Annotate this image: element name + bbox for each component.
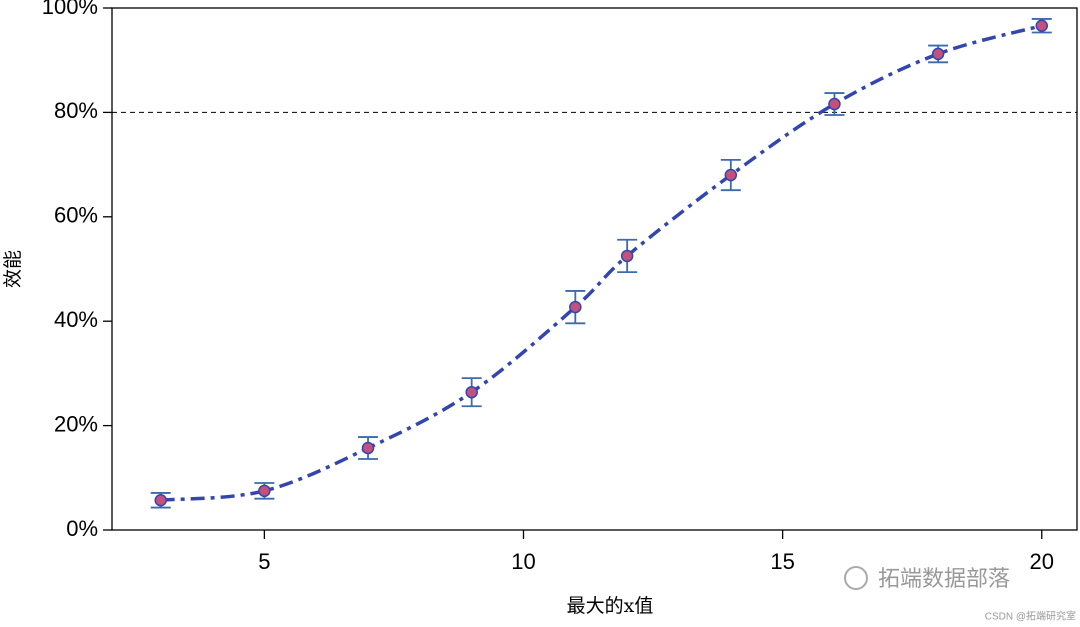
data-point (828, 97, 841, 111)
x-tick-label: 20 (1030, 549, 1054, 574)
y-tick-label: 20% (54, 411, 98, 436)
plot-frame (111, 7, 1078, 531)
y-tick-label: 40% (54, 307, 98, 332)
data-point (620, 249, 634, 263)
x-tick-label: 10 (511, 549, 535, 574)
y-axis-label: 效能 (2, 250, 24, 288)
x-tick-label: 15 (770, 549, 794, 574)
watermark-icon (844, 566, 868, 590)
data-point (931, 47, 945, 61)
data-point (724, 168, 738, 182)
y-tick-label: 60% (54, 203, 98, 228)
y-tick-label: 100% (42, 0, 98, 19)
x-axis-label: 最大的x值 (567, 595, 654, 617)
y-tick-label: 0% (66, 516, 98, 541)
watermark: CSDN @拓端研究室 (985, 610, 1076, 623)
x-tick-label: 5 (258, 549, 270, 574)
y-tick-label: 80% (54, 98, 98, 123)
data-point (465, 385, 478, 399)
data-point (258, 484, 271, 498)
data-point (154, 493, 167, 507)
watermark: 拓端数据部落 (878, 566, 1010, 591)
data-point (361, 441, 375, 455)
data-point (1035, 19, 1049, 32)
series-line (160, 24, 1043, 502)
data-point (569, 300, 582, 314)
